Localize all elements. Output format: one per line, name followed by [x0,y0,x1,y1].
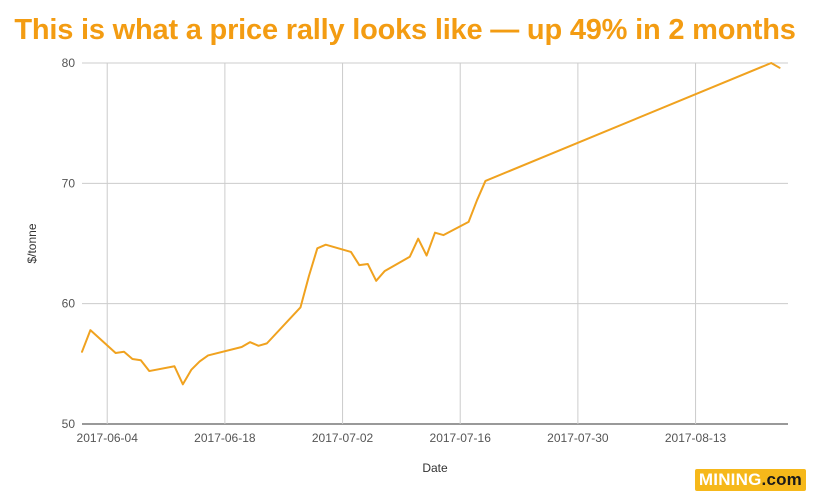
x-tick-label: 2017-06-04 [77,431,139,445]
y-tick-label: 80 [62,56,76,70]
chart-title: This is what a price rally looks like — … [14,14,796,46]
y-axis-label: $/tonne [25,223,39,263]
gridlines [82,62,788,425]
tick-labels: 50 60 70 80 2017-06-04 2017-06-18 2017-07-02 20… [62,56,727,445]
y-tick-label: 70 [62,176,76,190]
logo-suffix: .com [761,470,802,489]
price-series-line [81,62,781,386]
x-tick-label: 2017-07-30 [547,431,609,445]
y-tick-label: 50 [62,417,76,431]
logo-name: MINING [698,470,762,489]
x-tick-label: 2017-06-18 [194,431,256,445]
x-axis-label: Date [422,461,448,475]
mining-com-logo: MINING.com [694,469,806,491]
y-tick-label: 60 [62,297,76,311]
series-layer [81,62,781,386]
x-tick-label: 2017-07-02 [312,431,374,445]
x-tick-label: 2017-08-13 [665,431,727,445]
x-tick-label: 2017-07-16 [430,431,492,445]
